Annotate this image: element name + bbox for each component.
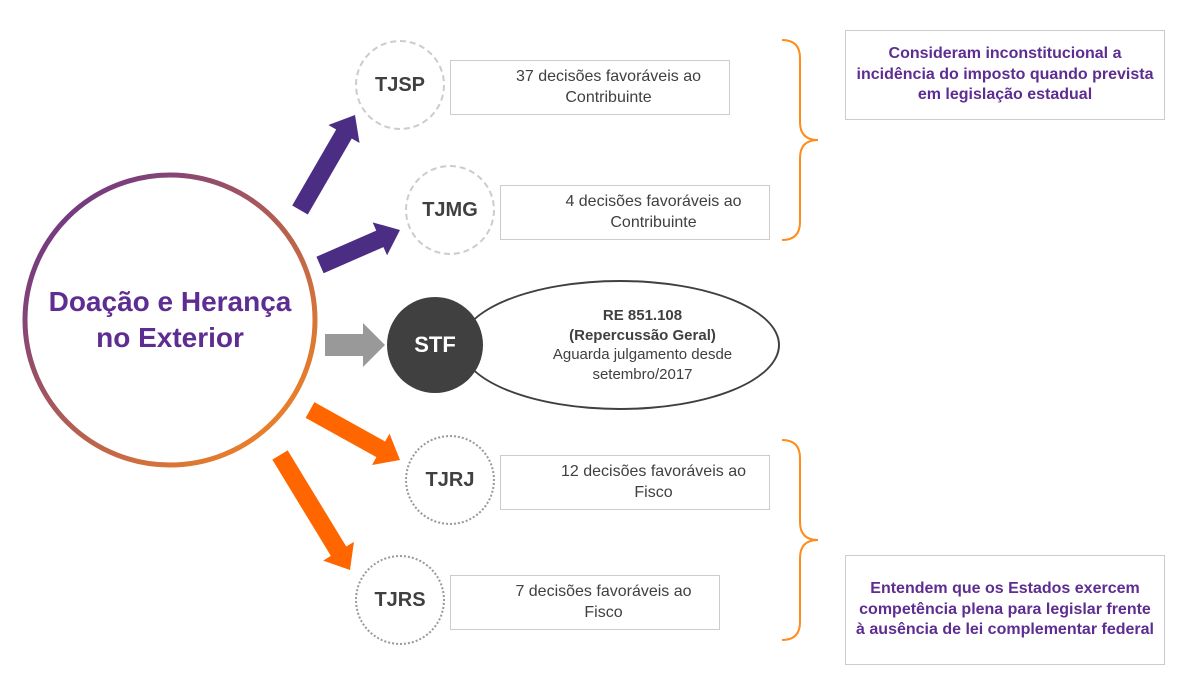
- court-label-stf: STF: [414, 332, 456, 358]
- main-title: Doação e Herança no Exterior: [40, 284, 300, 357]
- court-tjrj: TJRJ: [405, 435, 495, 525]
- arrow-2: [325, 323, 385, 367]
- stf-line3: Aguarda julgamento desde setembro/2017: [517, 345, 768, 384]
- court-stf: STF: [387, 297, 483, 393]
- stf-line1: RE 851.108: [603, 306, 682, 326]
- court-label-tjsp: TJSP: [375, 74, 425, 97]
- main-node: Doação e Herança no Exterior: [25, 175, 315, 465]
- bracket-0: [782, 40, 818, 240]
- court-tjrs: TJRS: [355, 555, 445, 645]
- court-label-tjmg: TJMG: [422, 199, 478, 222]
- decision-tjsp: 37 decisões favoráveis ao Contribuinte: [450, 60, 730, 115]
- arrow-3: [306, 402, 400, 465]
- arrow-1: [316, 222, 400, 273]
- diagram-canvas: Doação e Herança no Exterior 37 decisões…: [0, 0, 1180, 676]
- court-tjsp: TJSP: [355, 40, 445, 130]
- annotation-0: Consideram inconstitucional a incidência…: [845, 30, 1165, 120]
- arrow-0: [292, 115, 359, 215]
- stf-line2: (Repercussão Geral): [569, 326, 716, 346]
- decision-tjmg: 4 decisões favoráveis ao Contribuinte: [500, 185, 770, 240]
- decision-tjrs: 7 decisões favoráveis ao Fisco: [450, 575, 720, 630]
- court-label-tjrj: TJRJ: [426, 469, 475, 492]
- stf-ellipse: RE 851.108(Repercussão Geral)Aguarda jul…: [460, 280, 780, 410]
- decision-tjrj: 12 decisões favoráveis ao Fisco: [500, 455, 770, 510]
- court-label-tjrs: TJRS: [374, 589, 425, 612]
- court-tjmg: TJMG: [405, 165, 495, 255]
- arrow-4: [272, 450, 354, 570]
- annotation-1: Entendem que os Estados exercem competên…: [845, 555, 1165, 665]
- bracket-1: [782, 440, 818, 640]
